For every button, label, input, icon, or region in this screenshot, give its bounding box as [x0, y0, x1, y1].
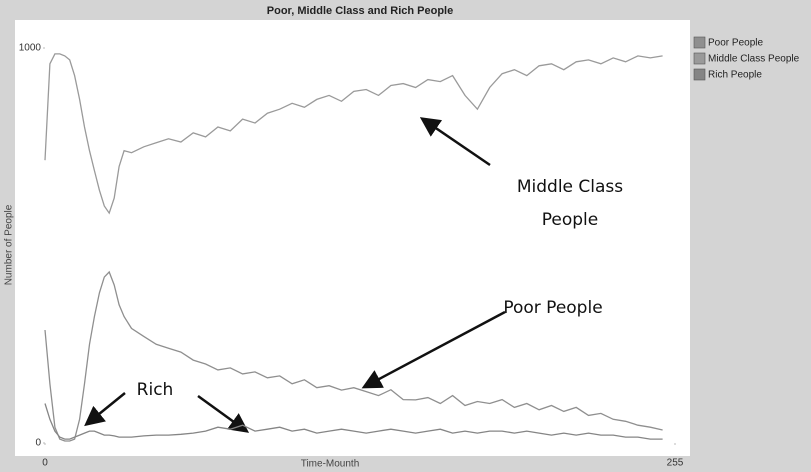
arrow — [84, 392, 126, 427]
annotation: Poor People — [503, 298, 602, 318]
x-tick-label: 255 — [667, 458, 684, 469]
legend-label: Poor People — [708, 38, 763, 49]
annotation: Rich — [137, 380, 174, 400]
arrow — [197, 394, 250, 433]
legend-label: Rich People — [708, 70, 762, 81]
legend-label: Middle Class People — [708, 54, 800, 65]
legend-swatch — [693, 68, 706, 81]
arrow — [419, 117, 491, 167]
x-axis-label: Time-Mounth — [301, 459, 360, 470]
arrow — [361, 310, 506, 389]
x-tick-label: 0 — [42, 458, 48, 469]
plot-panel — [15, 20, 690, 456]
chart-title: Poor, Middle Class and Rich People — [267, 5, 453, 17]
series-line — [44, 53, 663, 215]
y-axis-label: Number of People — [4, 204, 15, 285]
annotation: People — [542, 210, 598, 230]
series-line — [44, 403, 663, 440]
legend-swatch — [693, 52, 706, 65]
annotation: Middle Class — [517, 177, 623, 197]
y-tick-label: 0 — [35, 438, 41, 449]
arrows — [84, 117, 506, 433]
legend-swatch — [693, 36, 706, 49]
y-tick-label: 1000 — [19, 43, 42, 54]
series-line — [44, 270, 663, 442]
